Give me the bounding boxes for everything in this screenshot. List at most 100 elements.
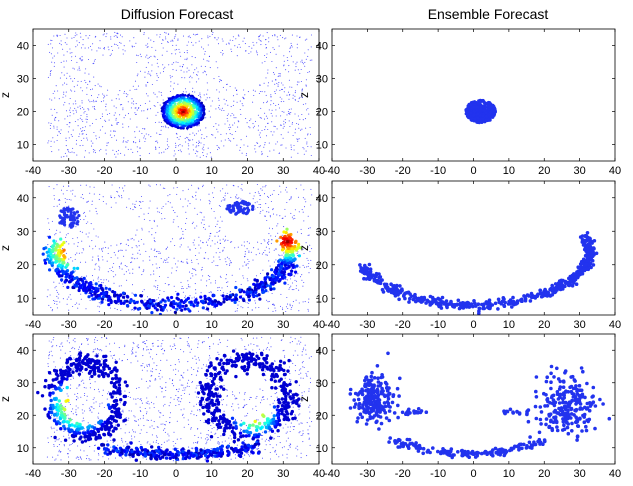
background-point xyxy=(212,196,215,199)
background-point xyxy=(204,228,206,230)
background-point xyxy=(218,99,220,101)
data-point xyxy=(206,307,210,311)
data-point xyxy=(170,114,173,118)
background-point xyxy=(211,261,213,263)
data-point xyxy=(585,252,590,256)
background-point xyxy=(64,201,67,203)
background-point xyxy=(110,38,112,40)
background-point xyxy=(286,56,288,59)
background-point xyxy=(128,269,130,271)
background-point xyxy=(101,115,103,117)
background-point xyxy=(73,113,75,115)
background-point xyxy=(56,289,58,291)
background-point xyxy=(85,68,87,70)
background-point xyxy=(243,241,245,243)
data-point xyxy=(282,230,286,234)
background-point xyxy=(292,61,294,63)
data-point xyxy=(425,298,430,303)
background-point xyxy=(159,104,161,106)
data-point xyxy=(286,261,290,266)
background-point xyxy=(131,237,133,239)
background-point xyxy=(48,122,50,124)
background-point xyxy=(205,241,208,243)
background-point xyxy=(278,107,281,109)
data-point xyxy=(171,111,175,114)
background-point xyxy=(250,51,252,53)
y-tick-label: 10 xyxy=(17,140,29,152)
background-point xyxy=(95,263,97,265)
background-point xyxy=(224,240,226,242)
background-point xyxy=(296,35,298,37)
background-point xyxy=(191,64,193,66)
background-point xyxy=(177,149,180,152)
background-point xyxy=(119,267,121,269)
background-point xyxy=(48,222,50,224)
background-point xyxy=(174,49,176,51)
data-point xyxy=(289,253,293,257)
data-point xyxy=(113,299,117,304)
data-point xyxy=(550,283,554,288)
data-point xyxy=(197,102,200,106)
background-point xyxy=(279,185,281,187)
background-point xyxy=(272,303,274,305)
background-point xyxy=(296,61,298,63)
background-point xyxy=(77,307,79,309)
background-point xyxy=(281,82,283,84)
background-point xyxy=(192,196,194,199)
background-point xyxy=(267,72,269,74)
background-point xyxy=(85,118,87,120)
background-point xyxy=(292,301,294,303)
background-point xyxy=(68,296,70,298)
data-point xyxy=(183,108,186,112)
background-point xyxy=(263,252,265,254)
background-point xyxy=(177,83,179,85)
data-point xyxy=(179,299,183,303)
background-point xyxy=(223,145,225,147)
background-point xyxy=(73,68,75,70)
data-point xyxy=(54,248,58,252)
background-point xyxy=(56,295,58,297)
background-point xyxy=(220,133,222,135)
data-point xyxy=(55,267,59,271)
background-point xyxy=(62,285,64,288)
background-point xyxy=(226,184,228,186)
background-point xyxy=(173,257,175,259)
data-point xyxy=(63,223,67,227)
background-point xyxy=(258,203,260,206)
data-point xyxy=(473,301,477,306)
data-point xyxy=(97,293,101,297)
background-point xyxy=(249,127,251,129)
background-point xyxy=(113,105,115,107)
background-point xyxy=(195,247,197,250)
background-point xyxy=(229,85,231,88)
data-point xyxy=(249,290,253,294)
background-point xyxy=(76,34,78,36)
background-point xyxy=(94,108,96,111)
data-point xyxy=(476,112,480,116)
background-point xyxy=(272,47,274,49)
background-point xyxy=(76,302,78,304)
background-point xyxy=(135,103,137,105)
background-point xyxy=(115,274,117,276)
background-point xyxy=(127,148,129,150)
background-point xyxy=(75,139,78,141)
background-point xyxy=(227,239,229,241)
background-point xyxy=(248,242,250,244)
background-point xyxy=(239,108,241,111)
background-point xyxy=(132,268,134,270)
data-point xyxy=(60,221,64,225)
background-point xyxy=(223,247,225,249)
background-point xyxy=(171,267,173,269)
background-point xyxy=(292,94,294,96)
data-point xyxy=(489,110,493,114)
y-tick-label: 40 xyxy=(316,41,328,53)
data-point xyxy=(561,278,565,283)
background-point xyxy=(66,51,68,53)
background-point xyxy=(113,130,115,132)
background-point xyxy=(132,257,134,259)
background-point xyxy=(83,156,86,158)
background-point xyxy=(196,213,198,215)
background-point xyxy=(300,80,302,83)
background-point xyxy=(274,235,277,237)
data-point xyxy=(285,266,289,270)
